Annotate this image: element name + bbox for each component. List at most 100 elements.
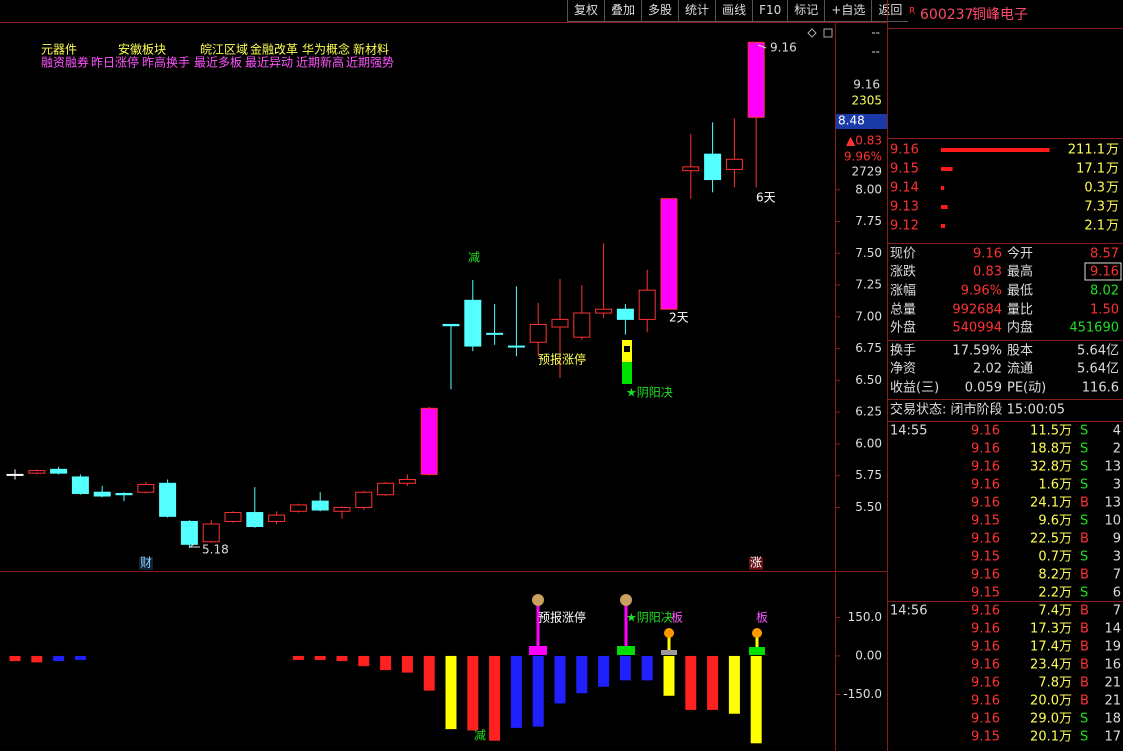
trade-count: 19 (1104, 640, 1121, 655)
annotation: 减 (468, 251, 480, 265)
quote-label: 净资 (890, 362, 916, 377)
signal-icon (532, 594, 544, 606)
axis-info: 9.96% (844, 150, 882, 164)
indicator-bar (663, 655, 675, 696)
arrow (757, 44, 767, 49)
tag-box (139, 557, 153, 570)
quote-label: 流通 (1007, 362, 1033, 377)
candle-body (246, 512, 264, 528)
quote-value: 5.64亿 (1077, 344, 1119, 359)
axis-info: ▲0.83 (846, 134, 882, 148)
candle-body (333, 506, 351, 512)
ask-price: 9.12 (890, 219, 919, 234)
quote-label: 最高 (1007, 264, 1033, 280)
candle-body (377, 482, 395, 496)
quote-label: 涨幅 (890, 284, 916, 299)
trade-price: 9.16 (971, 568, 1000, 583)
trade-count: 3 (1113, 550, 1121, 565)
quote-label: 内盘 (1007, 320, 1033, 336)
indicator-bar (292, 655, 304, 660)
trade-volume: 17.3万 (1030, 622, 1072, 637)
signal-box (622, 362, 632, 384)
trade-count: 6 (1113, 586, 1121, 601)
trade-side: S (1080, 712, 1088, 727)
trade-volume: 23.4万 (1030, 658, 1072, 673)
trade-price: 9.16 (971, 496, 1000, 511)
quote-value: 451690 (1069, 321, 1119, 336)
indicator-bar (750, 655, 762, 744)
stock-flag: R (909, 7, 915, 17)
y-tick-label: 6.25 (855, 405, 882, 419)
quote-label: 总量 (890, 303, 916, 318)
ask-bar (941, 148, 1050, 152)
quote-label: 涨跌 (890, 264, 916, 280)
unit: 万 (1106, 143, 1119, 158)
toolbar-button[interactable]: 返回 (871, 0, 909, 22)
quote-label: PE(动) (1007, 381, 1046, 396)
trade-time: 14:55 (890, 424, 927, 439)
candle-body (50, 468, 68, 474)
y-tick-label: 150.0 (848, 610, 882, 624)
toolbar-button[interactable]: +自选 (824, 0, 872, 22)
quote-value: 9.96% (961, 284, 1002, 299)
trade-count: 2 (1113, 442, 1121, 457)
toolbar: 复权 叠加 多股 统计 画线 F10 标记 +自选 返回 (567, 0, 909, 22)
quote-value: 9.16 (973, 247, 1002, 262)
trade-time: 14:56 (890, 604, 927, 619)
quote-label: 外盘 (890, 320, 916, 336)
toolbar-button[interactable]: 复权 (567, 0, 605, 22)
icon[interactable] (823, 28, 833, 38)
signal-block (617, 646, 635, 655)
toolbar-button[interactable]: 画线 (715, 0, 753, 22)
candle-body (464, 299, 482, 347)
y-tick-label: 6.00 (855, 436, 882, 450)
candle-body (595, 308, 613, 314)
annotation: 财 (140, 556, 152, 570)
candle-body (71, 476, 89, 494)
concept-tag: 近期强势 (346, 56, 394, 70)
trade-volume: 11.5万 (1030, 424, 1072, 439)
quote-value: 540994 (952, 321, 1002, 336)
trade-side: B (1080, 496, 1089, 511)
ask-price: 9.15 (890, 162, 919, 177)
trade-side: S (1080, 514, 1088, 529)
indicator-bar (619, 655, 631, 681)
indicator-bar (401, 655, 413, 673)
toolbar-button[interactable]: 标记 (787, 0, 825, 22)
toolbar-button[interactable]: 多股 (641, 0, 679, 22)
ask-volume: 2.1 (1084, 219, 1105, 234)
concept-tag: 最近异动 (245, 56, 293, 70)
unit: 万 (1106, 200, 1119, 215)
indicator-bar (9, 655, 21, 662)
trade-volume: 9.6万 (1038, 514, 1072, 529)
highlight-box (1084, 262, 1122, 281)
concept-tag: 新材料 (353, 42, 389, 57)
icon[interactable] (807, 28, 817, 38)
indicator-bar (53, 655, 65, 662)
quote-value: 2.02 (973, 362, 1002, 377)
indicator-bar (707, 655, 719, 710)
trade-price: 9.16 (971, 712, 1000, 727)
status: 交易状态: 闭市阶段 15:00:05 (890, 402, 1065, 418)
toolbar-button[interactable]: F10 (752, 0, 788, 22)
candle-body (202, 523, 220, 543)
quote-value: 8.02 (1090, 284, 1119, 299)
toolbar-button[interactable]: 叠加 (604, 0, 642, 22)
trade-side: S (1080, 442, 1088, 457)
candle-body (420, 407, 438, 475)
trade-count: 13 (1104, 496, 1121, 511)
trade-count: 21 (1104, 676, 1121, 691)
toolbar-button[interactable]: 统计 (678, 0, 716, 22)
ask-price: 9.16 (890, 143, 919, 158)
trade-volume: 8.2万 (1038, 568, 1072, 583)
candle-body (442, 323, 460, 327)
trade-volume: 20.0万 (1030, 694, 1072, 709)
marks: 8.00 7.75 7.50 7.25 7.00 6.75 6.50 6.25 6.00 5.75… (6, 41, 882, 744)
ask-volume: 211.1 (1068, 143, 1105, 158)
trade-side: B (1080, 622, 1089, 637)
y-tick-label: 0.00 (855, 648, 882, 662)
concept-tag: 安徽板块 (118, 42, 166, 57)
candle-body (224, 512, 242, 522)
trade-side: B (1080, 694, 1089, 709)
